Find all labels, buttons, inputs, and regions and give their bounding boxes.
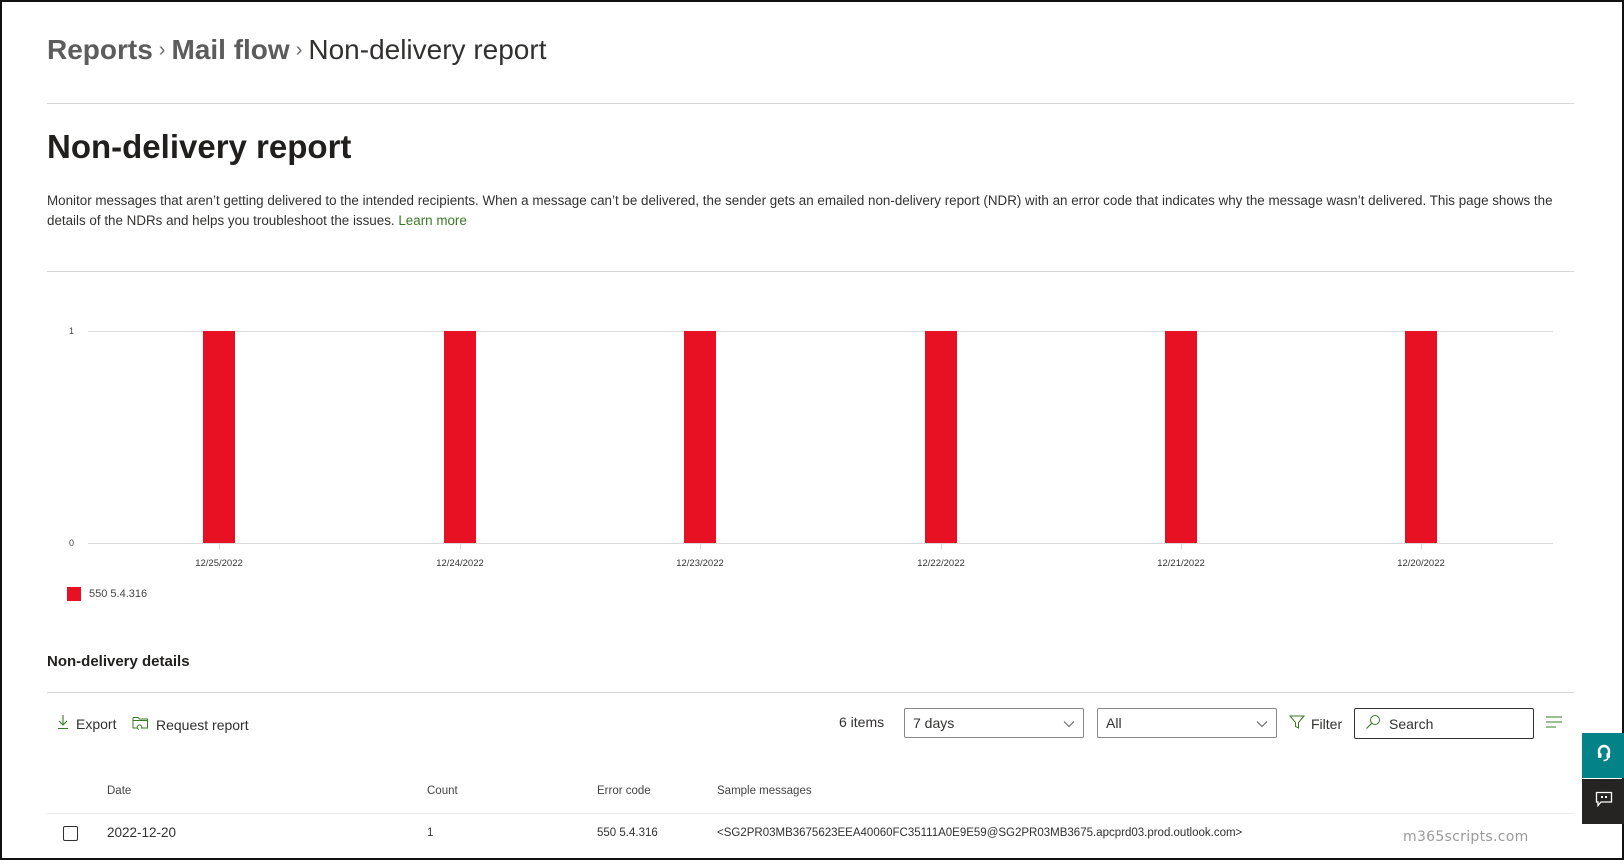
x-tick <box>1421 543 1422 549</box>
legend-swatch-icon <box>67 587 81 601</box>
breadcrumb-separator: › <box>295 38 303 61</box>
export-label: Export <box>76 715 117 732</box>
cell-error-code: 550 5.4.316 <box>597 827 658 839</box>
lines-icon <box>1545 716 1563 733</box>
y-tick-0: 0 <box>69 538 75 548</box>
x-label: 12/21/2022 <box>1157 558 1205 569</box>
description-divider <box>47 271 1574 272</box>
request-report-label: Request report <box>156 716 249 733</box>
chart-legend[interactable]: 550 5.4.316 <box>67 587 147 601</box>
gridline-0 <box>88 543 1553 544</box>
y-tick-1: 1 <box>69 326 75 336</box>
breadcrumb: Reports › Mail flow › Non-delivery repor… <box>47 34 546 66</box>
column-header-sample-messages[interactable]: Sample messages <box>717 785 812 797</box>
learn-more-link[interactable]: Learn more <box>398 213 467 228</box>
feedback-button[interactable] <box>1582 779 1624 824</box>
request-report-button[interactable]: Request report <box>132 715 249 734</box>
headset-icon <box>1596 744 1612 767</box>
time-range-value: 7 days <box>913 715 955 731</box>
cell-sample-message: <SG2PR03MB3675623EEA40060FC35111A0E9E59@… <box>717 827 1243 839</box>
error-code-dropdown[interactable]: All <box>1097 708 1277 738</box>
watermark: m365scripts.com <box>1403 829 1529 845</box>
x-tick <box>1181 543 1182 549</box>
search-box[interactable] <box>1354 708 1534 739</box>
items-count: 6 items <box>839 714 885 730</box>
description-text: Monitor messages that aren’t getting del… <box>47 193 1553 228</box>
export-button[interactable]: Export <box>56 714 116 733</box>
x-tick <box>700 543 701 549</box>
x-label: 12/20/2022 <box>1397 558 1445 569</box>
x-tick <box>219 543 220 549</box>
folder-refresh-icon <box>132 715 150 734</box>
header-divider <box>47 103 1574 104</box>
x-tick <box>460 543 461 549</box>
gridline-1 <box>88 331 1553 332</box>
filter-button[interactable]: Filter <box>1288 714 1343 733</box>
bar-12-22[interactable] <box>925 331 957 543</box>
legend-label: 550 5.4.316 <box>89 588 148 600</box>
cell-date: 2022-12-20 <box>107 825 177 840</box>
breadcrumb-mail-flow[interactable]: Mail flow <box>171 34 290 65</box>
filter-label: Filter <box>1311 715 1343 732</box>
download-icon <box>56 714 70 733</box>
search-icon <box>1365 714 1381 733</box>
section-title: Non-delivery details <box>47 653 190 670</box>
table-header-divider <box>47 813 1574 814</box>
cell-count: 1 <box>427 827 434 839</box>
column-header-date[interactable]: Date <box>107 785 132 797</box>
bar-12-25[interactable] <box>203 331 235 543</box>
bar-12-20[interactable] <box>1405 331 1437 543</box>
breadcrumb-current: Non-delivery report <box>308 34 547 65</box>
chevron-down-icon <box>1256 715 1268 731</box>
bar-12-23[interactable] <box>684 331 716 543</box>
chevron-down-icon <box>1063 715 1075 731</box>
help-button[interactable] <box>1582 733 1624 778</box>
x-label: 12/25/2022 <box>195 558 243 569</box>
column-header-error-code[interactable]: Error code <box>597 785 651 797</box>
x-label: 12/22/2022 <box>917 558 965 569</box>
x-tick <box>941 543 942 549</box>
column-options-button[interactable] <box>1545 715 1563 734</box>
filter-icon <box>1288 714 1306 733</box>
error-code-value: All <box>1106 715 1122 731</box>
section-divider <box>47 692 1574 693</box>
breadcrumb-separator: › <box>158 38 166 61</box>
x-label: 12/24/2022 <box>436 558 484 569</box>
breadcrumb-reports[interactable]: Reports <box>47 34 153 65</box>
feedback-icon <box>1595 791 1613 812</box>
time-range-dropdown[interactable]: 7 days <box>904 708 1084 738</box>
ndr-bar-chart: 1 0 12/25/2022 12/24/2022 12/23/2022 12/… <box>47 312 1577 582</box>
row-checkbox[interactable] <box>63 826 78 841</box>
page-title: Non-delivery report <box>47 128 352 165</box>
search-input[interactable] <box>1389 715 1519 732</box>
bar-12-24[interactable] <box>444 331 476 543</box>
bar-12-21[interactable] <box>1165 331 1197 543</box>
x-label: 12/23/2022 <box>676 558 724 569</box>
column-header-count[interactable]: Count <box>427 785 458 797</box>
page-description: Monitor messages that aren’t getting del… <box>47 191 1567 231</box>
